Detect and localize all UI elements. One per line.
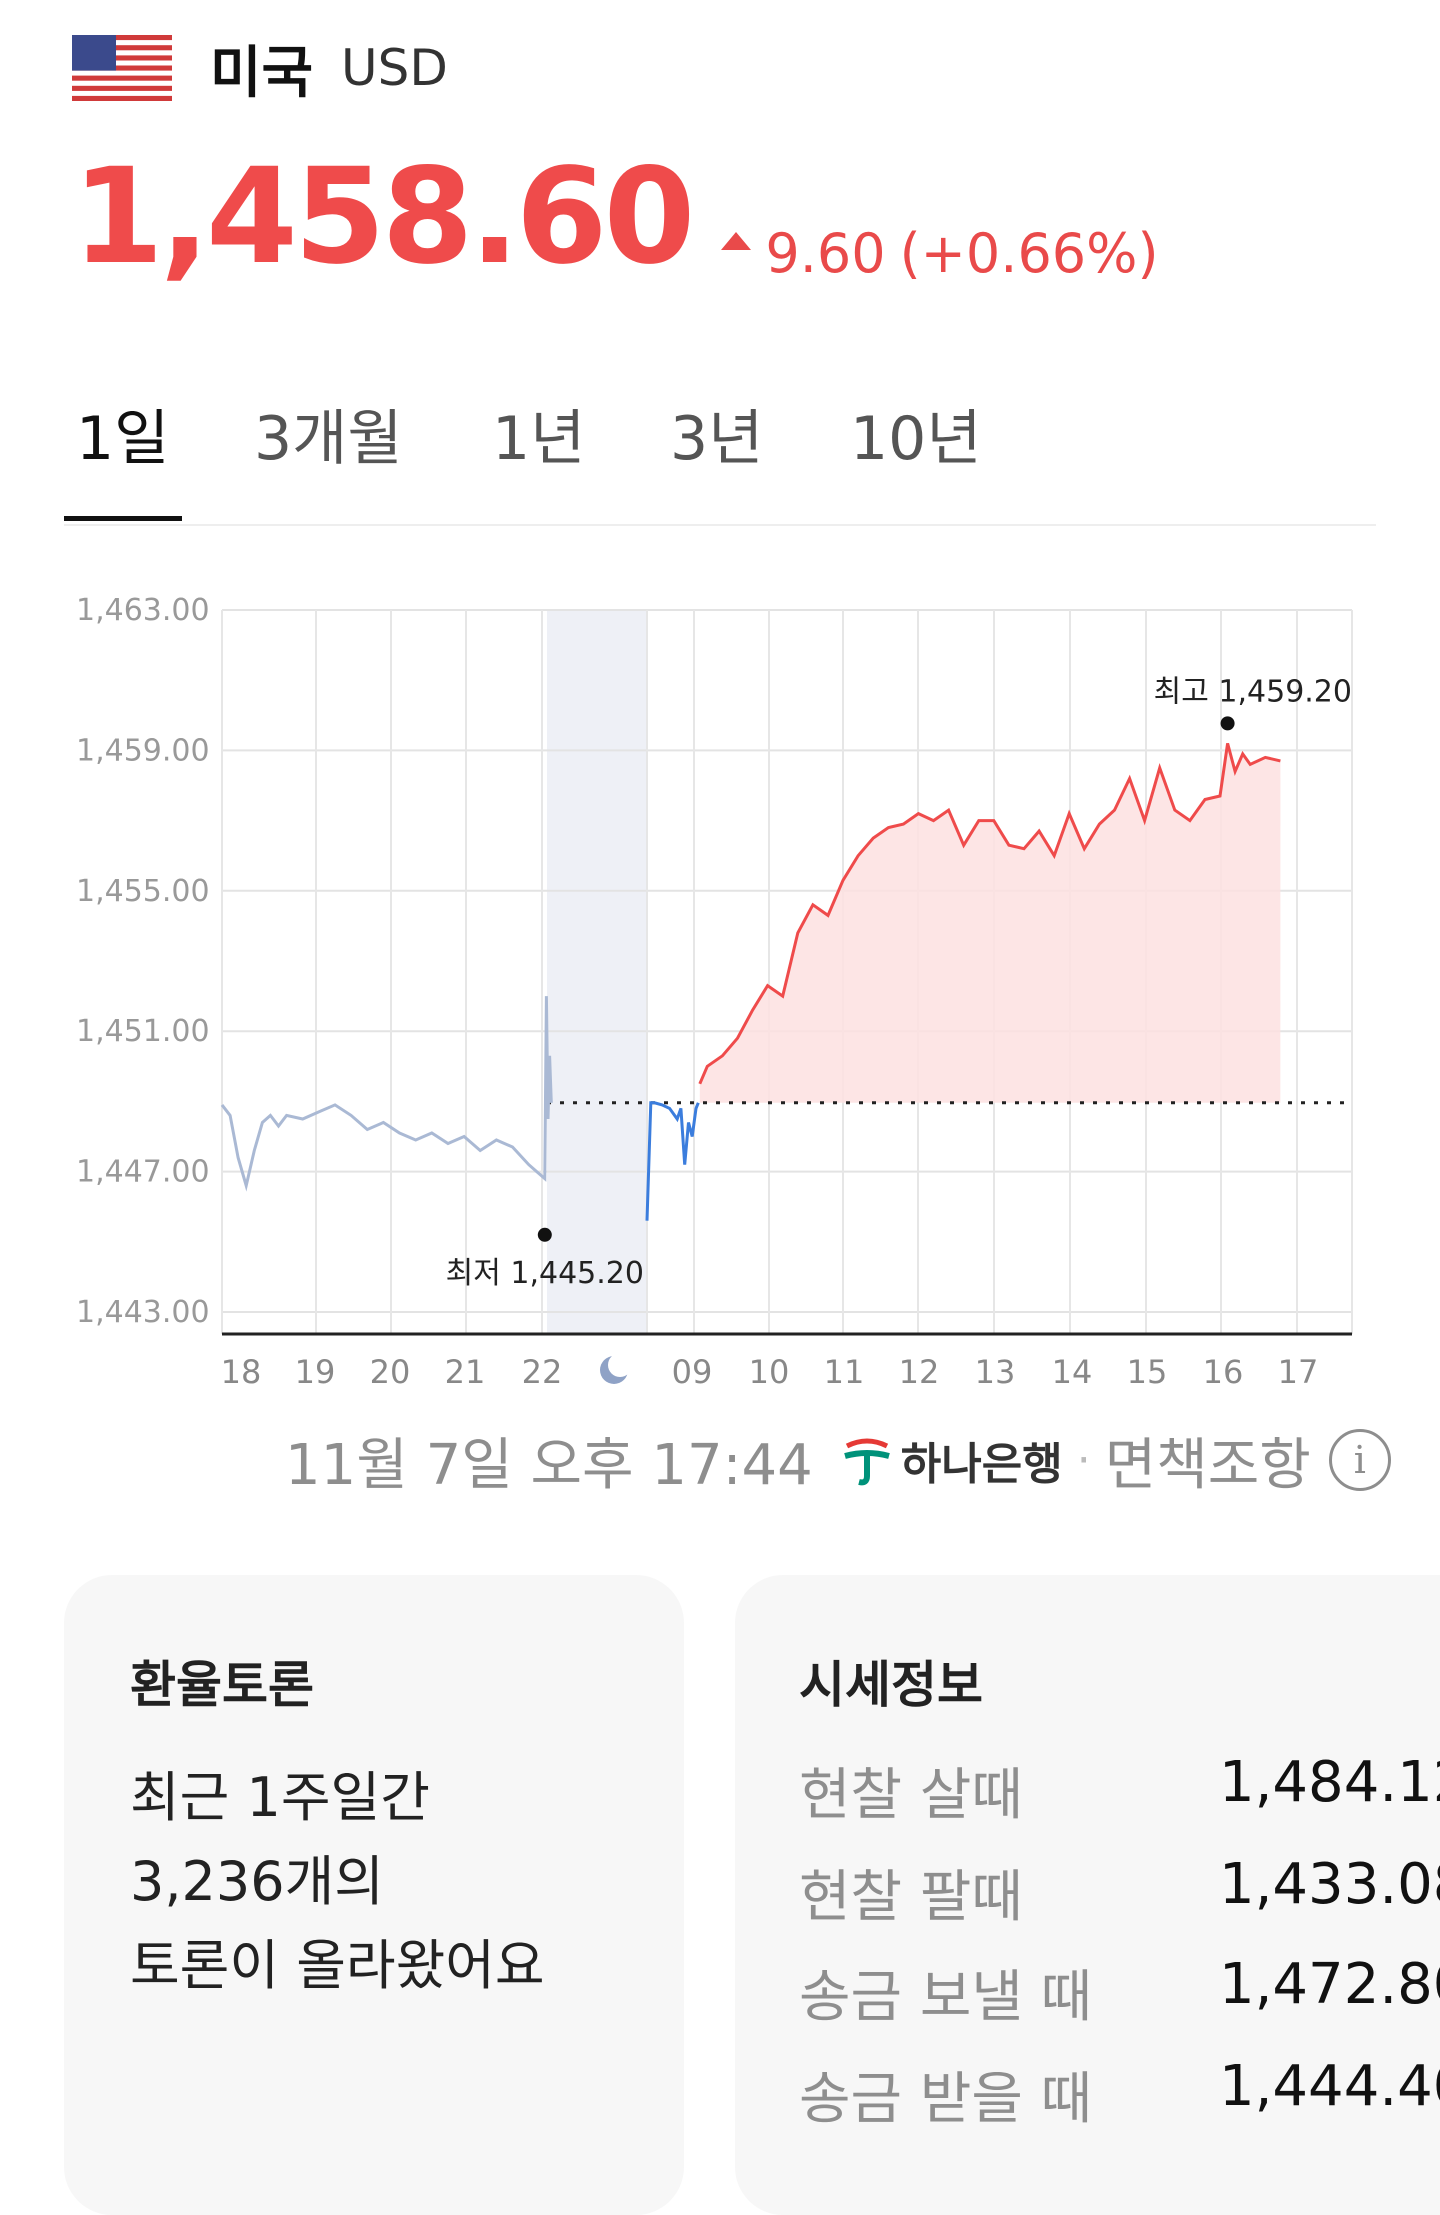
exchange-rate-chart[interactable]: 1,463.00 1,459.00 1,455.00 1,451.00 1,447.00… — [0, 560, 1440, 1400]
x-tick-label: 20 — [370, 1353, 411, 1391]
y-tick-label: 1,455.00 — [76, 874, 210, 909]
y-tick-label: 1,451.00 — [76, 1014, 210, 1049]
y-tick-label: 1,447.00 — [76, 1155, 210, 1190]
debate-line-3: 토론이 올라왔어요 — [130, 1934, 545, 1997]
max-point-marker — [1220, 716, 1235, 731]
currency-header: 미국 USD — [72, 28, 448, 108]
up-arrow-icon — [721, 232, 752, 250]
price-summary: 1,458.60 9.60 (+0.66%) — [72, 140, 1159, 294]
below-baseline-line — [645, 1101, 700, 1221]
x-tick-label: 16 — [1203, 1353, 1244, 1391]
update-timestamp: 11월 7일 오후 17:44 — [285, 1432, 813, 1498]
y-tick-label: 1,443.00 — [76, 1295, 210, 1330]
rate-label: 현찰 팔때 — [799, 1865, 1023, 1930]
market-info-card: 시세정보 현찰 살때 1,484.12 현찰 팔때 1,433.08 송금 보낼… — [735, 1575, 1440, 2215]
x-tick-label: 18 — [221, 1353, 262, 1391]
y-tick-label: 1,463.00 — [76, 593, 210, 628]
min-point-label: 최저 1,445.20 — [446, 1256, 644, 1291]
rate-value: 1,444.40 — [1219, 2054, 1440, 2119]
disclaimer-link[interactable]: 면책조항 — [1104, 1432, 1311, 1498]
change-amount: 9.60 — [765, 221, 886, 285]
us-flag-icon — [72, 35, 172, 101]
currency-code: USD — [341, 39, 448, 97]
debate-card-title: 환율토론 — [130, 1656, 314, 1714]
rate-label: 현찰 살때 — [799, 1763, 1023, 1828]
tab-3-years[interactable]: 3년 — [670, 404, 764, 474]
rate-row-transfer-receive: 송금 받을 때 1,444.40 — [799, 2054, 1440, 2140]
info-icon[interactable]: i — [1328, 1429, 1391, 1491]
tab-1-year[interactable]: 1년 — [492, 404, 586, 474]
max-point-label: 최고 1,459.20 — [1154, 674, 1352, 709]
rate-row-transfer-send: 송금 보낼 때 1,472.80 — [799, 1952, 1440, 2038]
x-tick-label: 15 — [1127, 1353, 1168, 1391]
x-tick-label: 09 — [672, 1353, 713, 1391]
rate-row-cash-buy: 현찰 살때 1,484.12 — [799, 1750, 1440, 1836]
x-tick-label: 12 — [899, 1353, 940, 1391]
period-tabs: 1일 3개월 1년 3년 10년 — [64, 390, 1376, 526]
current-rate: 1,458.60 — [72, 140, 695, 294]
night-session-band — [547, 610, 647, 1335]
bank-name: 하나은행 — [900, 1439, 1063, 1490]
x-tick-label: 10 — [749, 1353, 790, 1391]
moon-icon — [600, 1353, 632, 1384]
up-session-line — [698, 743, 1281, 1085]
rate-label: 송금 보낼 때 — [799, 1965, 1093, 2030]
bank-logo: 하나은행 — [839, 1428, 1063, 1492]
debate-line-2: 3,236개의 — [130, 1850, 384, 1913]
chart-footer: 11월 7일 오후 17:44 하나은행 · 면책조항 i — [285, 1420, 1391, 1500]
change-percent: (+0.66%) — [899, 221, 1159, 285]
tab-1-day[interactable]: 1일 — [76, 404, 170, 474]
x-tick-label: 14 — [1052, 1353, 1093, 1391]
rate-row-cash-sell: 현찰 팔때 1,433.08 — [799, 1852, 1440, 1938]
y-tick-label: 1,459.00 — [76, 733, 210, 768]
active-tab-indicator — [64, 516, 182, 521]
min-point-marker — [537, 1227, 552, 1242]
hana-bank-icon — [843, 1438, 890, 1486]
x-axis-ticks: 18 19 20 21 22 09 10 11 12 13 14 15 16 17 — [221, 1353, 1319, 1391]
x-tick-label: 21 — [445, 1353, 486, 1391]
footer-separator: · — [1076, 1434, 1091, 1486]
market-card-title: 시세정보 — [799, 1656, 983, 1714]
country-name: 미국 — [210, 40, 314, 106]
debate-line-1: 최근 1주일간 — [130, 1766, 430, 1829]
tab-10-years[interactable]: 10년 — [850, 404, 982, 474]
x-tick-label: 11 — [824, 1353, 865, 1391]
tab-3-months[interactable]: 3개월 — [254, 404, 403, 474]
x-tick-label: 17 — [1278, 1353, 1319, 1391]
rate-label: 송금 받을 때 — [799, 2067, 1093, 2132]
rate-debate-card[interactable]: 환율토론 최근 1주일간 3,236개의 토론이 올라왔어요 — [64, 1575, 684, 2215]
up-area-fill — [699, 743, 1281, 1103]
y-axis-ticks: 1,463.00 1,459.00 1,455.00 1,451.00 1,447.00… — [76, 593, 210, 1330]
x-tick-label: 13 — [975, 1353, 1016, 1391]
rate-value: 1,472.80 — [1219, 1952, 1440, 2017]
rate-value: 1,433.08 — [1219, 1852, 1440, 1917]
x-tick-label: 19 — [295, 1353, 336, 1391]
rate-change: 9.60 (+0.66%) — [721, 221, 1159, 285]
x-tick-label: 22 — [522, 1353, 563, 1391]
rate-value: 1,484.12 — [1219, 1750, 1440, 1815]
previous-session-line — [220, 996, 553, 1192]
